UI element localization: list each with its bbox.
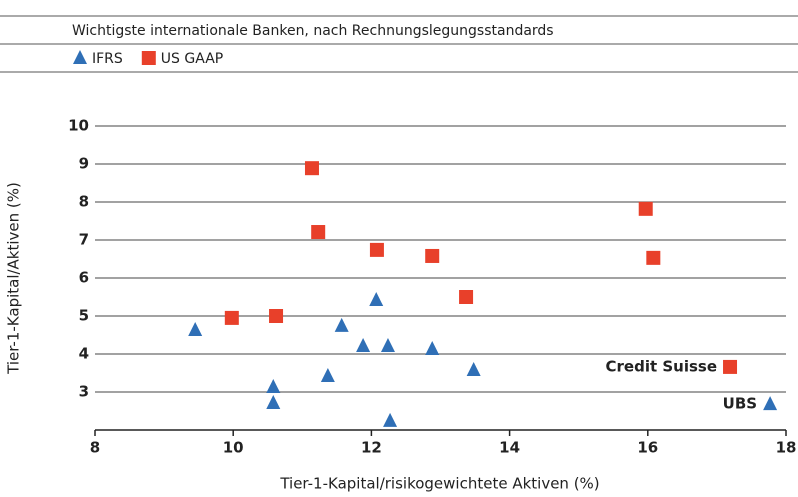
point [269, 309, 284, 323]
point [320, 368, 335, 383]
x-tick-label: 18 [776, 439, 797, 457]
y-tick-label: 8 [79, 193, 89, 211]
point [425, 341, 440, 356]
point [459, 290, 474, 304]
y-tick-label: 4 [79, 345, 89, 363]
point [638, 201, 653, 216]
y-tick-label: 9 [79, 155, 89, 173]
legend-label: US GAAP [161, 51, 223, 67]
point [763, 396, 778, 411]
y-axis-label: Tier-1-Kapital/Aktiven (%) [5, 182, 23, 375]
legend-marker [141, 51, 156, 65]
y-tick-label: 5 [79, 307, 89, 325]
point [266, 379, 281, 394]
annotation: Credit Suisse [606, 357, 718, 375]
annotation: UBS [723, 395, 757, 413]
point [266, 395, 281, 410]
y-tick-label: 3 [79, 383, 89, 401]
x-tick-label: 10 [223, 439, 244, 457]
point [723, 359, 738, 374]
point [334, 317, 349, 332]
point [188, 322, 203, 337]
point [369, 292, 384, 307]
point [383, 412, 398, 427]
point [356, 338, 371, 353]
legend: IFRS US GAAP [73, 50, 223, 67]
y-tick-label: 10 [68, 117, 89, 135]
point [224, 310, 239, 325]
legend-marker [73, 50, 87, 64]
y-tick-label: 6 [79, 269, 89, 287]
point [311, 225, 326, 240]
point [380, 338, 395, 353]
point [466, 361, 481, 376]
x-tick-label: 12 [361, 439, 382, 457]
y-tick-label: 7 [79, 231, 89, 249]
point [369, 242, 384, 257]
legend-label: IFRS [92, 51, 123, 67]
x-axis-label: Tier-1-Kapital/risikogewichtete Aktiven … [279, 475, 599, 493]
x-tick-label: 16 [637, 439, 658, 457]
chart-subtitle: Wichtigste internationale Banken, nach R… [72, 23, 554, 39]
point [304, 161, 319, 176]
point [425, 248, 440, 263]
x-tick-label: 14 [499, 439, 520, 457]
x-tick-label: 8 [90, 439, 100, 457]
point [646, 250, 661, 265]
